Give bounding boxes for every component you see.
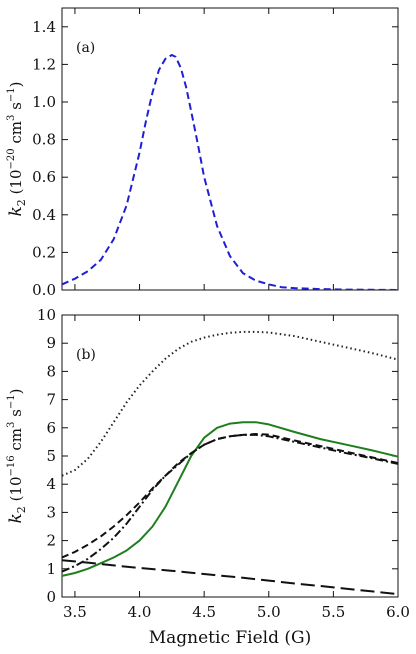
panel-a-ytick-label: 1.2 xyxy=(32,55,56,73)
panel-a-ytick-label: 0.0 xyxy=(32,281,56,299)
panel-b-xtick-label: 5.5 xyxy=(321,603,345,621)
panel-a-ytick-label: 0.6 xyxy=(32,168,56,186)
panel-b-ytick-label: 9 xyxy=(46,334,56,352)
panel-b-xtick-label: 4.5 xyxy=(192,603,216,621)
panel-a-series-group xyxy=(62,54,398,290)
panel-b-ytick-label: 4 xyxy=(46,475,56,493)
panel-b-series-dashdot-line xyxy=(62,433,398,573)
panel-b-xtick-label: 6.0 xyxy=(386,603,410,621)
panel-a-ytick-label: 1.0 xyxy=(32,93,56,111)
panel-b-xtick-label: 3.5 xyxy=(63,603,87,621)
panel-b-xtick-label: 5.0 xyxy=(257,603,281,621)
panel-b-ytick-label: 1 xyxy=(46,560,56,578)
panel-b-series-dotted-line xyxy=(62,330,398,477)
panel-b-frame xyxy=(61,314,399,598)
panel-b-y-axis-label: k2 (10−16 cm3 s−1) xyxy=(6,389,28,524)
panel-a-y-axis-label: k2 (10−20 cm3 s−1) xyxy=(6,82,28,217)
panel-b-series-group xyxy=(62,330,398,596)
panel-b-ytick-label: 5 xyxy=(46,447,56,465)
panel-a-ytick-label: 0.8 xyxy=(32,131,56,149)
panel-a-ytick-label: 0.4 xyxy=(32,206,56,224)
panel-b-xtick-label: 4.0 xyxy=(128,603,152,621)
panel-b-ytick-label: 8 xyxy=(46,362,56,380)
panel-a-ytick-label: 1.4 xyxy=(32,18,56,36)
panel-b-ytick-label: 6 xyxy=(46,419,56,437)
panel-b-ytick-label: 10 xyxy=(37,306,56,324)
panel-b-series-longdash-line xyxy=(62,559,398,596)
panel-b-label: (b) xyxy=(76,347,96,363)
panel-b-series-solid-line xyxy=(62,421,398,577)
panel-a-frame xyxy=(61,7,399,291)
panel-b-ytick-label: 7 xyxy=(46,391,56,409)
panel-b-x-axis-label: Magnetic Field (G) xyxy=(149,628,312,648)
panel-b-ytick-label: 3 xyxy=(46,503,56,521)
panel-b-ytick-label: 0 xyxy=(46,588,56,606)
panel-a-series-dashed-line xyxy=(62,54,398,290)
panel-a-label: (a) xyxy=(76,40,95,56)
panel-a-ytick-label: 0.2 xyxy=(32,243,56,261)
panel-b-ytick-label: 2 xyxy=(46,532,56,550)
panel-b-series-dashed-line xyxy=(62,433,398,559)
